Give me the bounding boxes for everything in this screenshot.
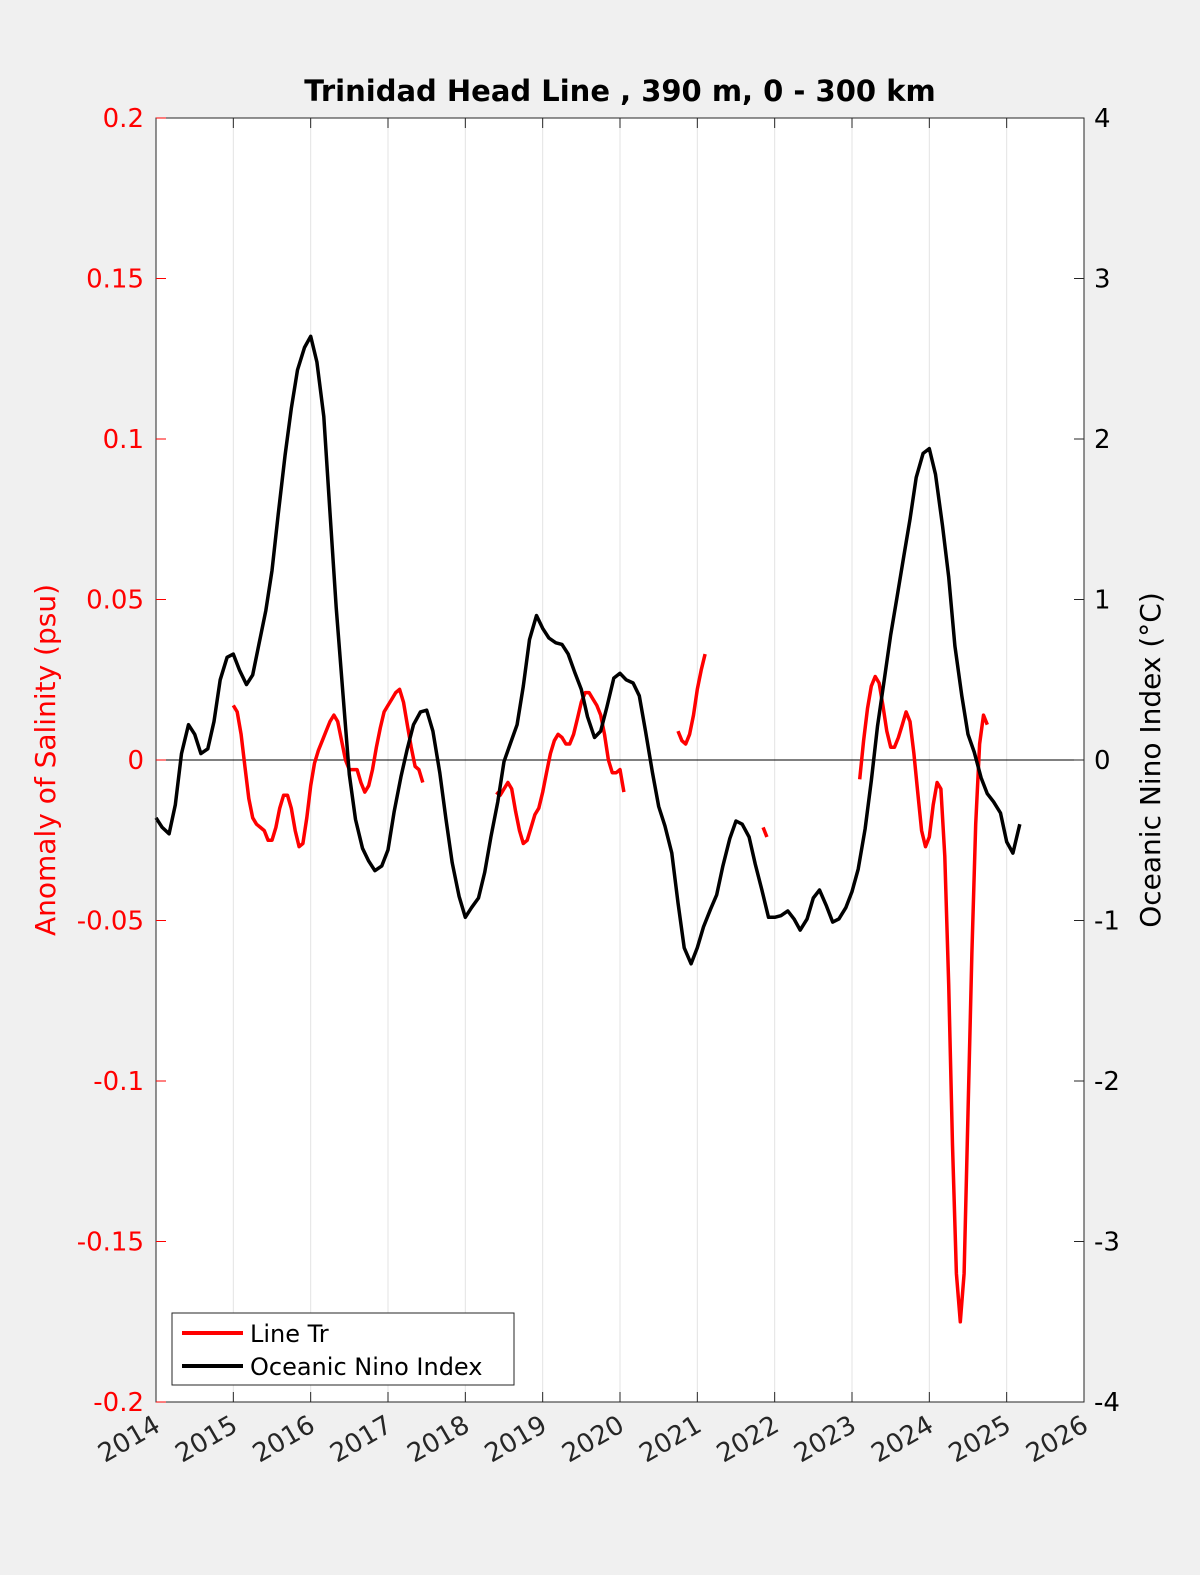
chart-title: Trinidad Head Line , 390 m, 0 - 300 km [304,74,935,108]
x-tick-label: 2023 [789,1410,861,1469]
y-left-label: Anomaly of Salinity (psu) [29,584,62,936]
series-line-oceanic-nino-index [154,334,1022,966]
y-right-tick-label: -3 [1094,1228,1120,1258]
y-right-tick-label: -2 [1094,1067,1120,1097]
legend: Line Tr Oceanic Nino Index [171,1312,515,1386]
y-left-tick-label: -0.05 [77,907,144,937]
y-left-tick-label: 0 [127,746,144,776]
y-right-label: Oceanic Nino Index (°C) [1134,592,1167,928]
y-right-tick-label: 2 [1094,425,1111,455]
y-right-tick-label: -4 [1094,1388,1120,1418]
y-left-tick-label: 0.05 [86,586,144,616]
legend-label-line-tr: Line Tr [250,1320,329,1348]
x-tick-label: 2014 [93,1410,165,1469]
series-line-line-tr [231,687,425,849]
x-tick-label: 2021 [635,1410,707,1469]
x-tick-label: 2025 [944,1410,1016,1469]
y-left-tick-label: -0.1 [93,1067,144,1097]
y-left-tick-label: -0.15 [77,1228,144,1258]
x-tick-label: 2024 [867,1410,939,1469]
y-left-tick-label: -0.2 [93,1388,144,1418]
x-tick-label: 2022 [712,1410,784,1469]
x-tick-label: 2019 [480,1410,552,1469]
y-right-tick-label: 1 [1094,586,1111,616]
y-right-tick-label: -1 [1094,907,1120,937]
series-line-line-tr [761,826,769,838]
y-right-tick-label: 0 [1094,746,1111,776]
x-tick-label: 2016 [248,1410,320,1469]
series-line-line-tr [676,653,707,746]
x-tick-label: 2018 [403,1410,475,1469]
y-right-tick-label: 4 [1094,104,1111,134]
x-tick-label: 2017 [325,1410,397,1469]
x-tick-label: 2026 [1021,1410,1093,1469]
series-layer [154,334,1022,1324]
x-tick-label: 2015 [171,1410,243,1469]
y-left-tick-label: 0.1 [103,425,144,455]
legend-label-oni: Oceanic Nino Index [250,1353,482,1381]
legend-box [171,1312,515,1386]
y-left-tick-label: 0.15 [86,265,144,295]
y-right-tick-label: 3 [1094,265,1111,295]
x-tick-label: 2020 [557,1410,629,1469]
y-left-tick-label: 0.2 [103,104,144,134]
